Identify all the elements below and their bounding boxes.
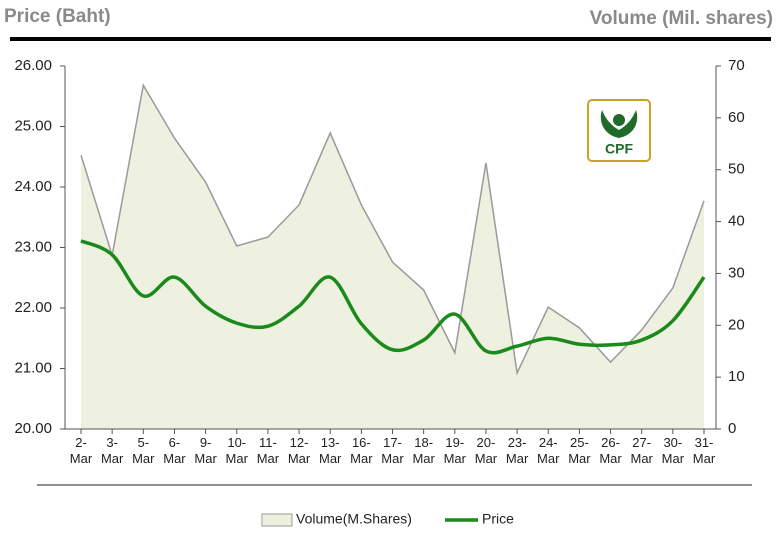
x-tick-label: 12-Mar (287, 435, 311, 466)
x-tick-label: 2-Mar (69, 435, 93, 466)
logo-leaves (600, 110, 638, 138)
x-tick-label: 18-Mar (412, 435, 435, 466)
area-fill (81, 85, 704, 430)
y-tick-label: 26.00 (14, 57, 52, 74)
y-tick-label: 21.00 (14, 359, 52, 376)
x-tick-label: 11-Mar (256, 435, 280, 466)
x-tick-label: 31-Mar (692, 435, 716, 466)
logo-seed (613, 114, 625, 126)
y-tick-label: 23.00 (14, 238, 52, 255)
y2-tick-label: 70 (728, 57, 745, 74)
x-tick-label: 27-Mar (630, 435, 653, 466)
x-tick-label: 25-Mar (568, 435, 591, 466)
x-tick-label: 19-Mar (443, 435, 466, 466)
x-tick-label: 9-Mar (194, 435, 217, 466)
y2-tick-label: 40 (728, 213, 745, 230)
plot: 20.00 21.00 22.00 23.00 24.00 25.00 26.00 0 10 20… (14, 57, 744, 437)
legend-label: Price (482, 511, 514, 527)
y-tick-label: 25.00 (14, 117, 52, 134)
x-tick-label: 17-Mar (381, 435, 404, 466)
y2-tick-label: 50 (728, 161, 745, 178)
logo: CPF (587, 99, 651, 162)
x-tick-label: 26-Mar (599, 435, 622, 466)
y-tick-label: 24.00 (14, 178, 52, 195)
x-tick-label: 16-Mar (350, 435, 373, 466)
price-line (80, 239, 706, 355)
y2-tick-label: 60 (728, 109, 745, 126)
y-axis-title: Price (Baht) (4, 6, 111, 27)
y2-tick-label: 0 (728, 420, 736, 437)
y-tick-label: 20.00 (14, 420, 52, 437)
y2-tick-label: 20 (728, 316, 745, 333)
legend-label: Volume(M.Shares) (296, 511, 412, 527)
x-tick-label: 24-Mar (537, 435, 560, 466)
x-tick-label: 13-Mar (318, 435, 342, 466)
x-tick-label: 5-Mar (132, 435, 155, 466)
x-tick-label: 10-Mar (225, 435, 248, 466)
y-tick-label: 22.00 (14, 299, 52, 316)
legend-swatch (261, 513, 293, 527)
x-tick-label: 3-Mar (100, 435, 124, 466)
area-line (80, 83, 705, 376)
x-tick-label: 30-Mar (661, 435, 685, 466)
x-tick-label: 20-Mar (474, 435, 498, 466)
x-tick-label: 6-Mar (163, 435, 186, 466)
y2-axis-title: Volume (Mil. shares) (590, 8, 773, 29)
x-tick-label: 23-Mar (505, 435, 529, 466)
logo-text: CPF (605, 141, 633, 157)
y2-tick-label: 10 (728, 368, 745, 385)
y2-tick-label: 30 (728, 264, 745, 281)
